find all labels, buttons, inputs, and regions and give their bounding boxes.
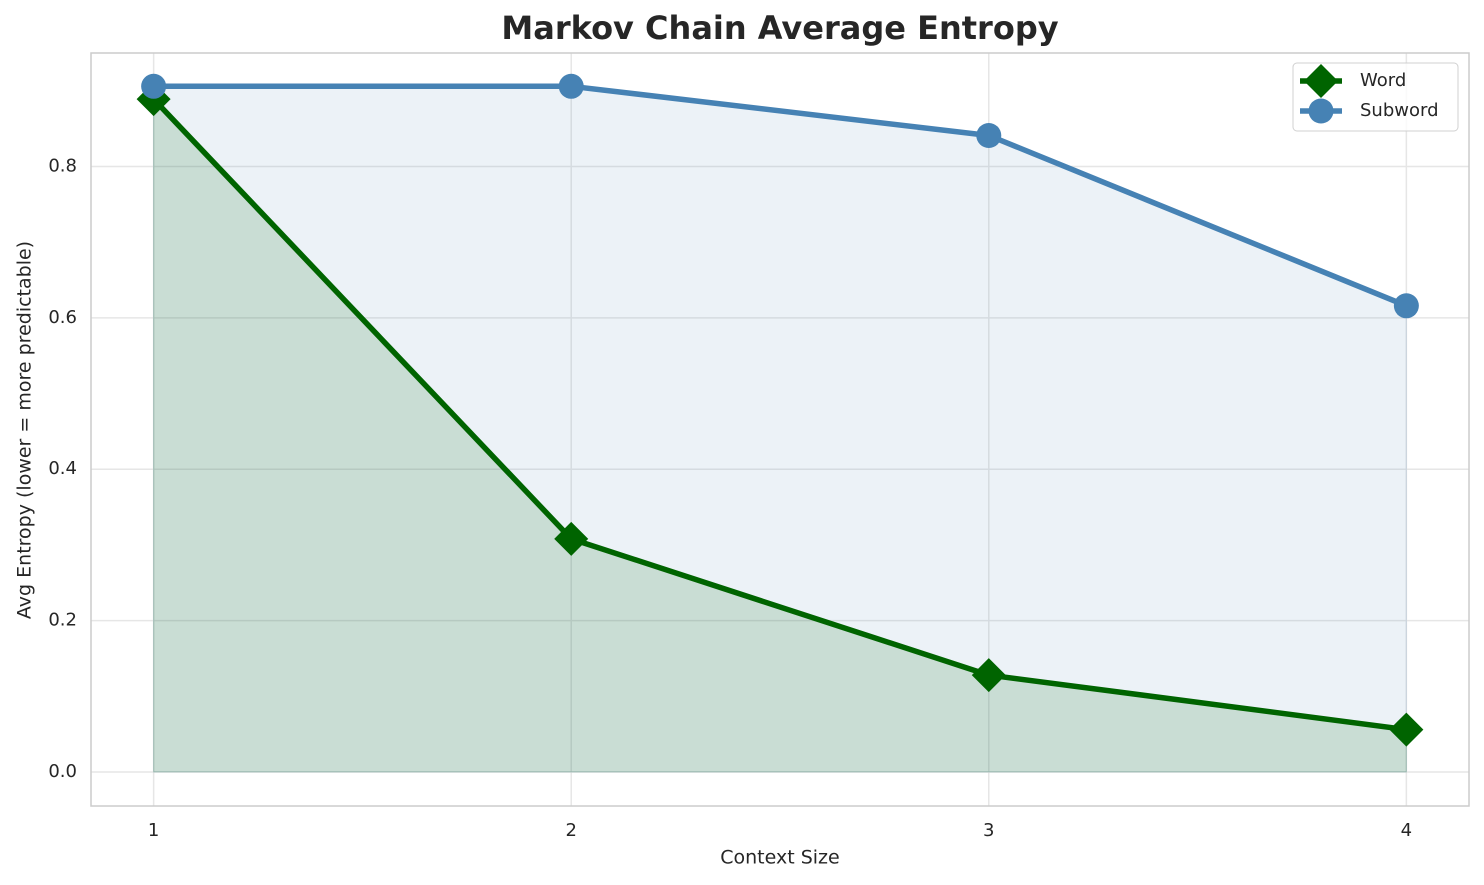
marker — [971, 658, 1006, 693]
y-tick-label: 0.6 — [48, 307, 77, 328]
x-axis-label: Context Size — [720, 847, 839, 869]
plot-frame — [90, 52, 1470, 807]
marker — [1389, 712, 1424, 747]
y-tick-label: 0.2 — [48, 610, 77, 631]
x-tick-label: 2 — [565, 820, 576, 841]
legend-marker — [1304, 64, 1338, 98]
chart-title: Markov Chain Average Entropy — [501, 9, 1058, 47]
y-tick-label: 0.8 — [48, 156, 77, 177]
marker — [558, 73, 584, 99]
marker — [554, 521, 589, 556]
x-tick-label: 1 — [148, 820, 159, 841]
legend-marker — [1308, 98, 1334, 124]
marker — [976, 122, 1002, 148]
marker — [141, 73, 167, 99]
x-tick-label: 4 — [1401, 820, 1412, 841]
y-axis-label: Avg Entropy (lower = more predictable) — [14, 241, 36, 619]
legend-label: Subword — [1360, 100, 1439, 121]
legend-label: Word — [1360, 70, 1406, 91]
x-tick-label: 3 — [983, 820, 994, 841]
y-tick-label: 0.0 — [48, 761, 77, 782]
marker — [1393, 293, 1419, 319]
series-line — [151, 97, 1407, 733]
series-line — [153, 83, 1408, 309]
y-tick-label: 0.4 — [48, 458, 77, 479]
